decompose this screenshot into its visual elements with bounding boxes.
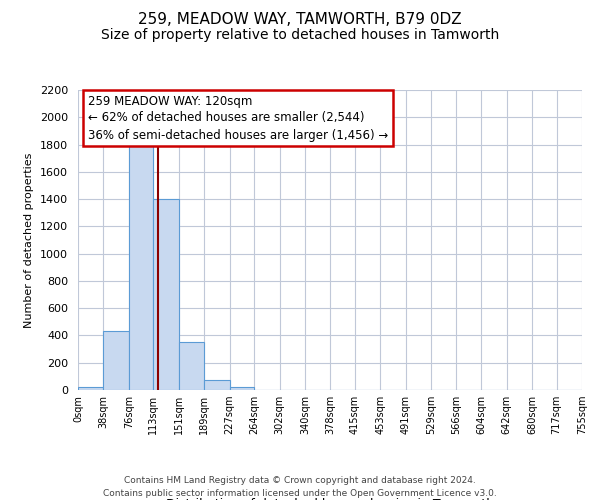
Bar <box>154 199 179 390</box>
Y-axis label: Number of detached properties: Number of detached properties <box>25 152 34 328</box>
Bar <box>179 342 204 390</box>
Text: 259 MEADOW WAY: 120sqm
← 62% of detached houses are smaller (2,544)
36% of semi-: 259 MEADOW WAY: 120sqm ← 62% of detached… <box>88 94 388 142</box>
Bar <box>230 386 254 390</box>
Bar <box>204 380 230 390</box>
X-axis label: Distribution of detached houses by size in Tamworth: Distribution of detached houses by size … <box>166 498 494 500</box>
Text: Contains HM Land Registry data © Crown copyright and database right 2024.
Contai: Contains HM Land Registry data © Crown c… <box>103 476 497 498</box>
Bar <box>103 332 129 390</box>
Text: 259, MEADOW WAY, TAMWORTH, B79 0DZ: 259, MEADOW WAY, TAMWORTH, B79 0DZ <box>138 12 462 28</box>
Bar <box>129 144 154 390</box>
Bar <box>78 388 103 390</box>
Text: Size of property relative to detached houses in Tamworth: Size of property relative to detached ho… <box>101 28 499 42</box>
